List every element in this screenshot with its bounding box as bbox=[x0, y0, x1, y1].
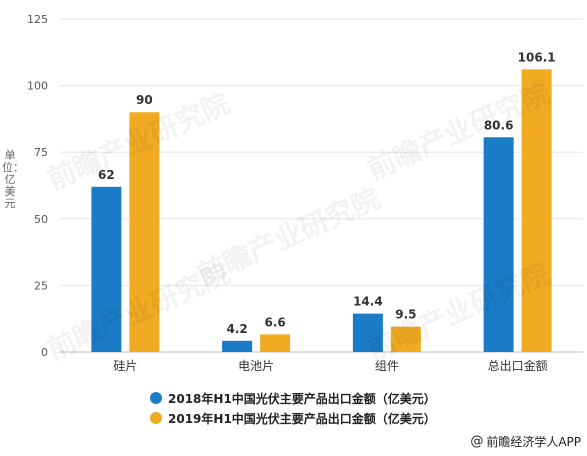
legend-item-2018: 2018年H1中国光伏主要产品出口金额（亿美元） bbox=[150, 388, 436, 408]
data-label: 14.4 bbox=[353, 295, 383, 309]
legend-item-2019: 2019年H1中国光伏主要产品出口金额（亿美元） bbox=[150, 408, 436, 428]
bar bbox=[222, 340, 253, 352]
data-label: 6.6 bbox=[264, 315, 285, 329]
y-tick-label: 25 bbox=[34, 279, 48, 292]
source-text: 前瞻经济学人APP bbox=[486, 435, 581, 449]
source-credit: @ 前瞻经济学人APP bbox=[470, 433, 581, 450]
legend-label-2019: 2019年H1中国光伏主要产品出口金额（亿美元） bbox=[168, 411, 436, 426]
data-label: 62 bbox=[98, 168, 115, 182]
legend: 2018年H1中国光伏主要产品出口金额（亿美元） 2019年H1中国光伏主要产品… bbox=[150, 388, 436, 428]
bar bbox=[483, 137, 514, 352]
data-label: 4.2 bbox=[226, 322, 247, 336]
data-label: 80.6 bbox=[484, 118, 514, 132]
data-label: 106.1 bbox=[518, 50, 556, 64]
x-tick-label: 组件 bbox=[375, 359, 399, 373]
x-tick-label: 硅片 bbox=[113, 359, 137, 373]
legend-marker-2018 bbox=[150, 392, 162, 404]
bar bbox=[91, 186, 122, 352]
x-tick-label: 电池片 bbox=[238, 359, 274, 373]
y-tick-label: 0 bbox=[41, 346, 48, 359]
y-tick-label: 125 bbox=[27, 13, 48, 26]
x-tick-label: 总出口金额 bbox=[488, 358, 548, 373]
legend-label-2018: 2018年H1中国光伏主要产品出口金额（亿美元） bbox=[168, 391, 436, 406]
y-tick-label: 100 bbox=[27, 80, 48, 93]
data-label: 9.5 bbox=[395, 308, 416, 322]
legend-marker-2019 bbox=[150, 412, 162, 424]
at-icon: @ bbox=[470, 434, 484, 449]
data-label: 90 bbox=[136, 93, 153, 107]
bar bbox=[352, 313, 383, 352]
y-tick-label: 75 bbox=[34, 146, 48, 159]
bar bbox=[390, 326, 421, 352]
bar bbox=[521, 69, 552, 352]
bar bbox=[260, 334, 291, 352]
y-tick-label: 50 bbox=[34, 213, 48, 226]
y-axis-label: 单位：亿美元 bbox=[2, 149, 24, 210]
bar bbox=[129, 112, 160, 353]
